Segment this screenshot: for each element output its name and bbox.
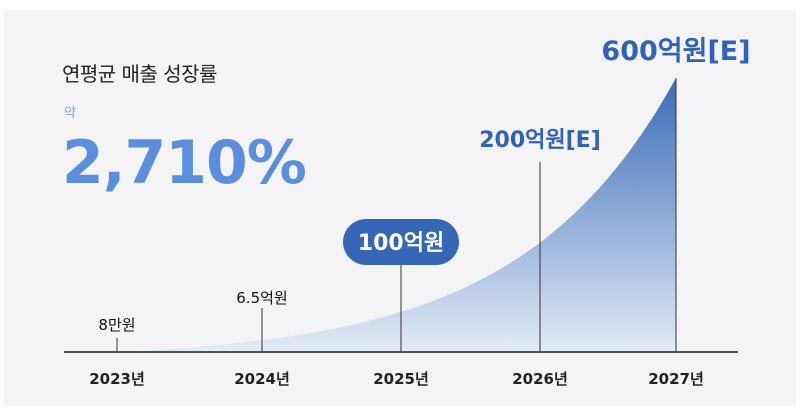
data-label: 600억원[E]: [601, 36, 750, 67]
x-tick-label: 2024년: [234, 370, 290, 388]
highlight-pill: [343, 219, 459, 265]
x-tick-label: 2023년: [89, 370, 145, 388]
growth-rate-value: 2,710%: [62, 128, 307, 198]
data-label: 6.5억원: [236, 289, 287, 307]
approx-label: 약: [64, 106, 76, 121]
growth-area: [118, 78, 676, 352]
x-tick-label: 2026년: [512, 370, 568, 388]
x-tick-label: 2025년: [373, 370, 429, 388]
data-label: 8만원: [98, 316, 135, 334]
chart-subtitle: 연평균 매출 성장률: [62, 62, 217, 86]
x-tick-label: 2027년: [648, 370, 704, 388]
data-label-highlight: 100억원: [358, 231, 444, 256]
data-label: 200억원[E]: [479, 128, 601, 153]
